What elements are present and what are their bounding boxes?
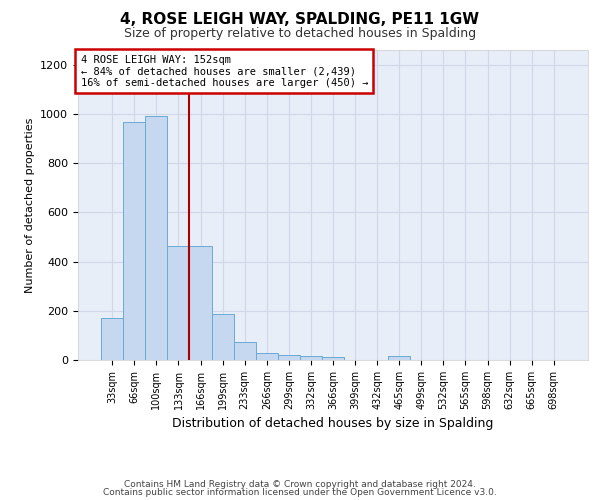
Bar bbox=[388, 356, 410, 360]
Text: Contains public sector information licensed under the Open Government Licence v3: Contains public sector information licen… bbox=[103, 488, 497, 497]
Text: Size of property relative to detached houses in Spalding: Size of property relative to detached ho… bbox=[124, 28, 476, 40]
Bar bbox=[123, 122, 145, 360]
Bar bbox=[300, 356, 322, 360]
Text: 4 ROSE LEIGH WAY: 152sqm
← 84% of detached houses are smaller (2,439)
16% of sem: 4 ROSE LEIGH WAY: 152sqm ← 84% of detach… bbox=[80, 54, 368, 88]
Text: 4, ROSE LEIGH WAY, SPALDING, PE11 1GW: 4, ROSE LEIGH WAY, SPALDING, PE11 1GW bbox=[121, 12, 479, 28]
Y-axis label: Number of detached properties: Number of detached properties bbox=[25, 118, 35, 292]
Text: Contains HM Land Registry data © Crown copyright and database right 2024.: Contains HM Land Registry data © Crown c… bbox=[124, 480, 476, 489]
Bar bbox=[233, 342, 256, 360]
Bar bbox=[145, 116, 167, 360]
Bar bbox=[256, 353, 278, 360]
Bar bbox=[167, 246, 190, 360]
Bar bbox=[278, 354, 300, 360]
Bar bbox=[101, 318, 123, 360]
X-axis label: Distribution of detached houses by size in Spalding: Distribution of detached houses by size … bbox=[172, 418, 494, 430]
Bar bbox=[190, 246, 212, 360]
Bar bbox=[212, 314, 233, 360]
Bar bbox=[322, 357, 344, 360]
